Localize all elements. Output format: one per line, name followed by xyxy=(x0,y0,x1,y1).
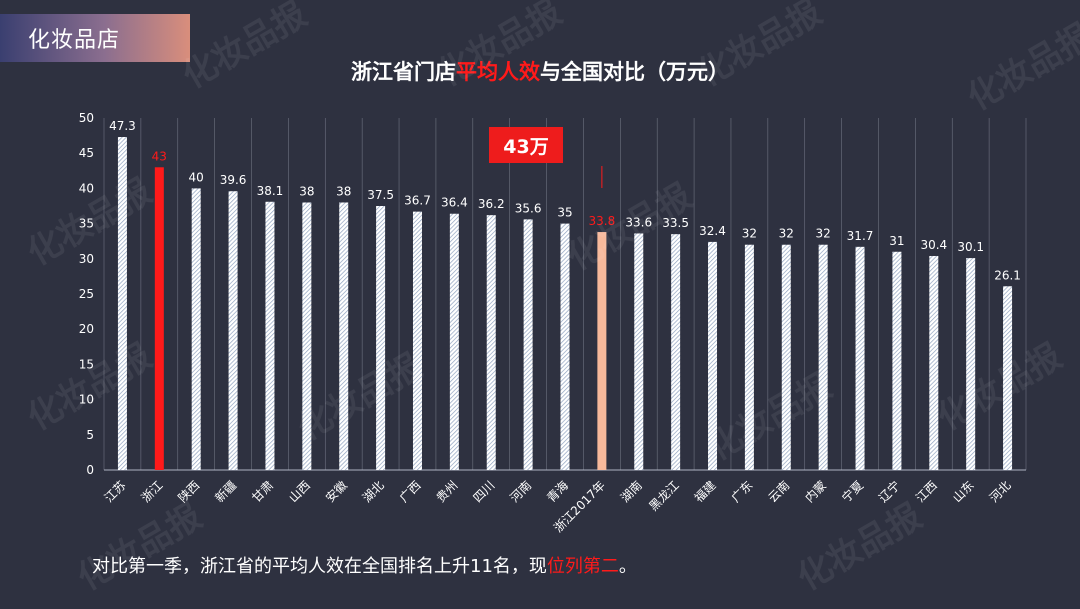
bar-value-label: 36.7 xyxy=(404,194,431,208)
category-label: 黑龙江 xyxy=(646,478,681,513)
bar-value-label: 37.5 xyxy=(367,188,394,202)
bar xyxy=(744,244,754,470)
bar xyxy=(560,223,570,470)
category-label: 湖南 xyxy=(617,478,645,506)
bar-value-label: 32 xyxy=(816,227,831,241)
chart-title-suffix: 与全国对比（万元） xyxy=(540,60,729,84)
bar xyxy=(708,241,718,470)
y-tick-label: 30 xyxy=(79,252,94,266)
category-label: 浙江 xyxy=(139,478,166,505)
bar xyxy=(523,219,533,470)
bar xyxy=(449,213,459,470)
footer-text-suffix: 。 xyxy=(618,556,637,577)
bar-value-label: 35 xyxy=(557,206,572,220)
category-label: 辽宁 xyxy=(875,478,903,506)
category-label: 河南 xyxy=(507,478,535,506)
bar xyxy=(376,206,386,470)
category-label: 甘肃 xyxy=(249,478,276,505)
bar xyxy=(265,201,275,470)
bar-value-label: 33.5 xyxy=(662,216,689,230)
category-label: 云南 xyxy=(765,478,793,506)
bar-value-label: 30.1 xyxy=(957,240,984,254)
category-label: 河北 xyxy=(987,478,1014,505)
callout-label: 43万 xyxy=(503,135,549,158)
category-label: 宁夏 xyxy=(839,478,867,506)
brand-tag: 化妆品店 xyxy=(0,14,190,62)
callout-badge: 43万 xyxy=(489,127,563,163)
bar xyxy=(892,251,902,470)
category-label: 湖北 xyxy=(359,478,387,506)
bar xyxy=(781,244,791,470)
y-tick-label: 45 xyxy=(79,146,94,160)
bar-value-label: 47.3 xyxy=(109,119,136,133)
bar xyxy=(486,215,496,470)
category-label: 福建 xyxy=(691,478,719,506)
category-label: 山东 xyxy=(950,478,977,505)
category-label: 青海 xyxy=(544,478,572,506)
bar xyxy=(191,188,201,470)
brand-label: 化妆品店 xyxy=(28,28,121,53)
bar-value-label: 32 xyxy=(742,227,757,241)
bar-value-label: 38 xyxy=(336,184,351,198)
bar-value-label: 33.6 xyxy=(625,215,652,229)
bar xyxy=(855,246,865,470)
category-label: 广西 xyxy=(397,478,424,505)
bar xyxy=(412,211,422,470)
bar-value-label: 32.4 xyxy=(699,224,726,238)
category-label: 四川 xyxy=(470,478,497,505)
bar-value-label: 38 xyxy=(299,184,314,198)
footer-text: 对比第一季，浙江省的平均人效在全国排名上升11名，现位列第二。 xyxy=(92,552,637,578)
category-label: 江西 xyxy=(913,478,940,505)
bar-value-label: 35.6 xyxy=(515,201,542,215)
bar-value-label: 36.2 xyxy=(478,197,505,211)
bar-value-label: 38.1 xyxy=(257,184,284,198)
y-tick-label: 25 xyxy=(79,287,94,301)
bar xyxy=(671,234,681,470)
chart-title-prefix: 浙江省门店 xyxy=(351,60,456,84)
y-tick-label: 20 xyxy=(79,322,94,336)
bar xyxy=(966,258,976,470)
y-tick-label: 10 xyxy=(79,393,94,407)
category-label: 内蒙 xyxy=(802,478,829,505)
y-tick-label: 40 xyxy=(79,181,94,195)
category-label: 陕西 xyxy=(175,478,203,506)
y-tick-label: 15 xyxy=(79,357,94,371)
bar-value-label: 43 xyxy=(152,149,167,163)
bar-value-label: 39.6 xyxy=(220,173,247,187)
bar-value-label: 31.7 xyxy=(847,229,874,243)
bar xyxy=(117,137,127,470)
bar-value-label: 32 xyxy=(779,227,794,241)
bar-value-label: 26.1 xyxy=(994,268,1021,282)
bar-value-label: 30.4 xyxy=(920,238,947,252)
bar xyxy=(302,202,312,471)
bar xyxy=(154,167,164,470)
chart-title-highlight: 平均人效 xyxy=(456,60,540,84)
bar xyxy=(929,255,939,470)
bar xyxy=(634,233,644,470)
y-tick-label: 50 xyxy=(79,111,94,125)
bar-value-label: 40 xyxy=(189,170,204,184)
bar-value-label: 33.8 xyxy=(589,214,616,228)
category-label: 江苏 xyxy=(102,478,129,505)
category-label: 新疆 xyxy=(212,478,240,506)
category-label: 广东 xyxy=(729,478,756,505)
bar xyxy=(339,202,349,471)
footer-text-prefix: 对比第一季，浙江省的平均人效在全国排名上升11名，现 xyxy=(92,556,547,577)
bar xyxy=(597,232,607,470)
category-label: 山西 xyxy=(286,478,313,505)
category-label: 贵州 xyxy=(434,478,461,505)
y-tick-label: 0 xyxy=(86,463,94,477)
bar xyxy=(1003,286,1013,470)
y-tick-label: 35 xyxy=(79,217,94,231)
chart-title: 浙江省门店平均人效与全国对比（万元） xyxy=(0,56,1080,86)
footer-text-highlight: 位列第二 xyxy=(546,556,619,577)
bar-value-label: 36.4 xyxy=(441,196,468,210)
category-label: 安徽 xyxy=(322,478,350,506)
bar-value-label: 31 xyxy=(889,234,904,248)
y-tick-label: 5 xyxy=(86,428,94,442)
bar xyxy=(228,191,238,470)
bar xyxy=(818,244,828,470)
